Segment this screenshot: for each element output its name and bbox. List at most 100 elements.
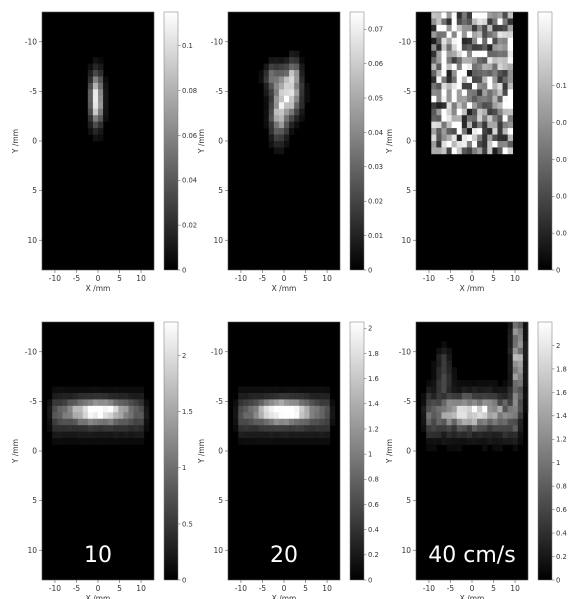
heatmap-cell (477, 57, 483, 64)
heatmap-cell (477, 76, 483, 84)
heatmap-cell (507, 18, 514, 26)
heatmap-cell (52, 386, 58, 394)
heatmap-cell (502, 57, 508, 64)
heatmap-cell (451, 70, 458, 77)
heatmap-cell (123, 418, 129, 426)
heatmap-cell (512, 418, 519, 426)
heatmap-cell (507, 102, 514, 110)
heatmap-cell (268, 438, 275, 445)
heatmap-cell (466, 121, 473, 129)
heatmap-cell (299, 102, 305, 110)
heatmap-cell (128, 412, 134, 420)
heatmap-cell (482, 12, 488, 19)
heatmap-cell (446, 386, 452, 394)
heatmap-cell (502, 89, 508, 97)
heatmap-cell (456, 405, 463, 413)
heatmap-cell (441, 392, 447, 400)
heatmap-cell (466, 431, 473, 439)
y-tick-label: 5 (218, 186, 223, 195)
heatmap-cell (451, 367, 458, 374)
heatmap-cell (522, 341, 529, 349)
heatmap-cell (451, 438, 458, 445)
heatmap-cell (461, 70, 468, 77)
heatmap-cell (436, 367, 442, 374)
heatmap-cell (441, 70, 447, 77)
heatmap-cell (123, 412, 129, 420)
heatmap-cell (512, 399, 519, 407)
heatmap-cell (517, 438, 524, 445)
heatmap-cell (263, 82, 270, 90)
heatmap-cell (77, 412, 84, 420)
heatmap-cell (482, 44, 488, 51)
heatmap-cell (304, 438, 310, 445)
heatmap-cell (456, 425, 463, 432)
heatmap-cell (461, 392, 468, 400)
heatmap-cell (482, 444, 488, 452)
heatmap-cell (492, 50, 498, 58)
heatmap-cell (133, 405, 140, 413)
heatmap-cell (497, 405, 503, 413)
colorbar-tick-label: 0.8 (368, 476, 379, 484)
heatmap-cell (482, 115, 488, 122)
heatmap-cell (273, 405, 280, 413)
heatmap-cell (431, 431, 437, 439)
heatmap-cell (309, 438, 315, 445)
heatmap-cell (456, 76, 463, 84)
heatmap-cell (502, 386, 508, 394)
heatmap-cell (431, 18, 437, 26)
heatmap-cell (477, 392, 483, 400)
heatmap-cell (502, 76, 508, 84)
heatmap-cell (133, 438, 140, 445)
speed-label: 10 (84, 543, 112, 568)
heatmap-cell (477, 82, 483, 90)
heatmap-cell (477, 128, 483, 135)
heatmap-cell (517, 373, 524, 381)
heatmap-cell (507, 425, 514, 432)
heatmap-cell (143, 405, 150, 413)
heatmap-cell (92, 128, 99, 135)
heatmap-cell (512, 373, 519, 381)
heatmap-cell (472, 76, 478, 84)
heatmap-cell (502, 405, 508, 413)
heatmap-cell (482, 431, 488, 439)
colorbar-tick-label: 0.06 (368, 60, 383, 68)
heatmap-cell (456, 121, 463, 129)
heatmap-cell (441, 50, 447, 58)
heatmap-cell (451, 380, 458, 387)
heatmap-cell (497, 412, 503, 420)
heatmap-cell (258, 76, 264, 84)
heatmap-cell (472, 12, 478, 19)
heatmap-cell (118, 399, 124, 407)
heatmap-cell (128, 418, 134, 426)
heatmap-cell (243, 425, 249, 432)
heatmap-cell (431, 373, 437, 381)
heatmap-cell (431, 102, 437, 110)
heatmap-cell (492, 418, 498, 426)
heatmap-cell (477, 121, 483, 129)
heatmap-cell (451, 425, 458, 432)
heatmap-cell (319, 399, 326, 407)
heatmap-cell (123, 392, 129, 400)
heatmap-cell (299, 438, 305, 445)
heatmap-cell (456, 444, 463, 452)
heatmap-cell (497, 392, 503, 400)
speed-label: 20 (270, 543, 298, 568)
heatmap-cell (487, 386, 493, 394)
heatmap-cell (517, 322, 524, 329)
heatmap-cell (113, 386, 119, 394)
heatmap-cell (451, 82, 458, 90)
heatmap-cell (87, 63, 94, 71)
heatmap-cell (284, 405, 290, 413)
heatmap-cell (263, 70, 270, 77)
heatmap-cell (472, 386, 478, 394)
heatmap-cell (421, 399, 427, 407)
heatmap-cell (324, 438, 331, 445)
heatmap-cell (329, 418, 336, 426)
heatmap-cell (517, 386, 524, 394)
heatmap-cell (98, 438, 104, 445)
heatmap-cell (57, 386, 63, 394)
heatmap-cell (324, 399, 331, 407)
heatmap-cell (497, 115, 503, 122)
heatmap-cell (128, 431, 134, 439)
